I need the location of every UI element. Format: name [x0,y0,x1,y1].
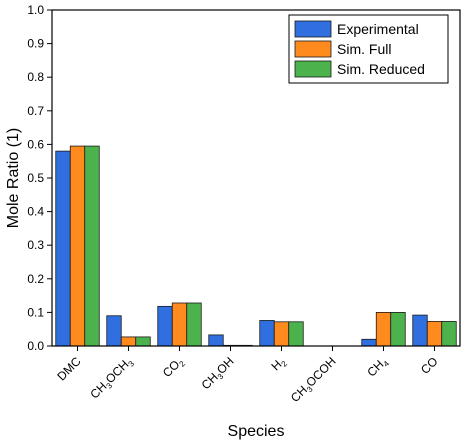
legend-label: Sim. Reduced [337,61,425,77]
x-tick-label-co: CO [418,354,441,377]
y-axis-ticks: 0.0 0.1 0.2 0.3 0.4 0.5 0.6 0.7 0.8 0.9 1.0 [27,3,52,353]
y-tick-label: 0.9 [27,37,44,51]
bar-sim-reduced-ch4 [390,311,406,347]
x-tick-label-dmc: DMC [54,354,83,383]
bar-sim-full-h2 [273,321,290,347]
x-tick-label-co2: CO2 [160,354,188,382]
legend-swatch [294,60,332,78]
bar-sim-full-co [426,321,443,347]
bar-sim-reduced-co2 [186,302,202,347]
x-tick-label-ch3oh: CH3OH [199,354,238,393]
y-tick-label: 0.1 [27,305,44,319]
bar-experimental-h2 [259,320,275,347]
legend-swatch [294,20,332,38]
y-tick-label: 0.3 [27,238,44,252]
y-tick-label: 1.0 [27,3,44,17]
y-tick-label: 0.4 [27,205,44,219]
y-tick-label: 0.8 [27,70,44,84]
y-tick-label: 0.0 [27,339,44,353]
x-tick-label-h2: H2 [268,354,289,375]
bars [55,145,457,347]
y-tick-label: 0.7 [27,104,44,118]
bar-sim-reduced-ch3och3 [135,336,151,347]
bar-sim-full-ch3och3 [120,336,137,347]
bar-experimental-ch3och3 [106,315,122,347]
x-tick-label-ch4: CH4 [364,354,391,381]
y-tick-label: 0.2 [27,272,44,286]
bar-sim-reduced-dmc [84,145,100,347]
y-axis-title: Mole Ratio (1) [5,128,22,228]
bar-experimental-ch4 [361,338,377,347]
bar-experimental-co2 [157,305,173,347]
bar-sim-reduced-h2 [288,321,304,347]
x-axis-title: Species [228,423,285,440]
y-tick-label: 0.6 [27,137,44,151]
legend: Experimental Sim. Full Sim. Reduced [288,14,449,84]
bar-sim-reduced-co [441,321,457,347]
x-tick-label-ch3och3: CH3OCH3 [87,354,136,403]
bar-experimental-dmc [55,150,71,347]
legend-label: Experimental [337,21,419,37]
bar-experimental-ch3oh [208,334,224,347]
x-tick-label-ch3ocoh: CH3OCOH [288,354,340,406]
bar-sim-full-dmc [69,145,86,347]
y-tick-label: 0.5 [27,171,44,185]
legend-label: Sim. Full [337,41,391,57]
bar-sim-full-ch4 [375,311,392,347]
plot-frame [51,9,461,347]
bar-sim-full-co2 [171,302,188,347]
bar-experimental-co [412,314,428,347]
legend-swatch [294,40,332,58]
